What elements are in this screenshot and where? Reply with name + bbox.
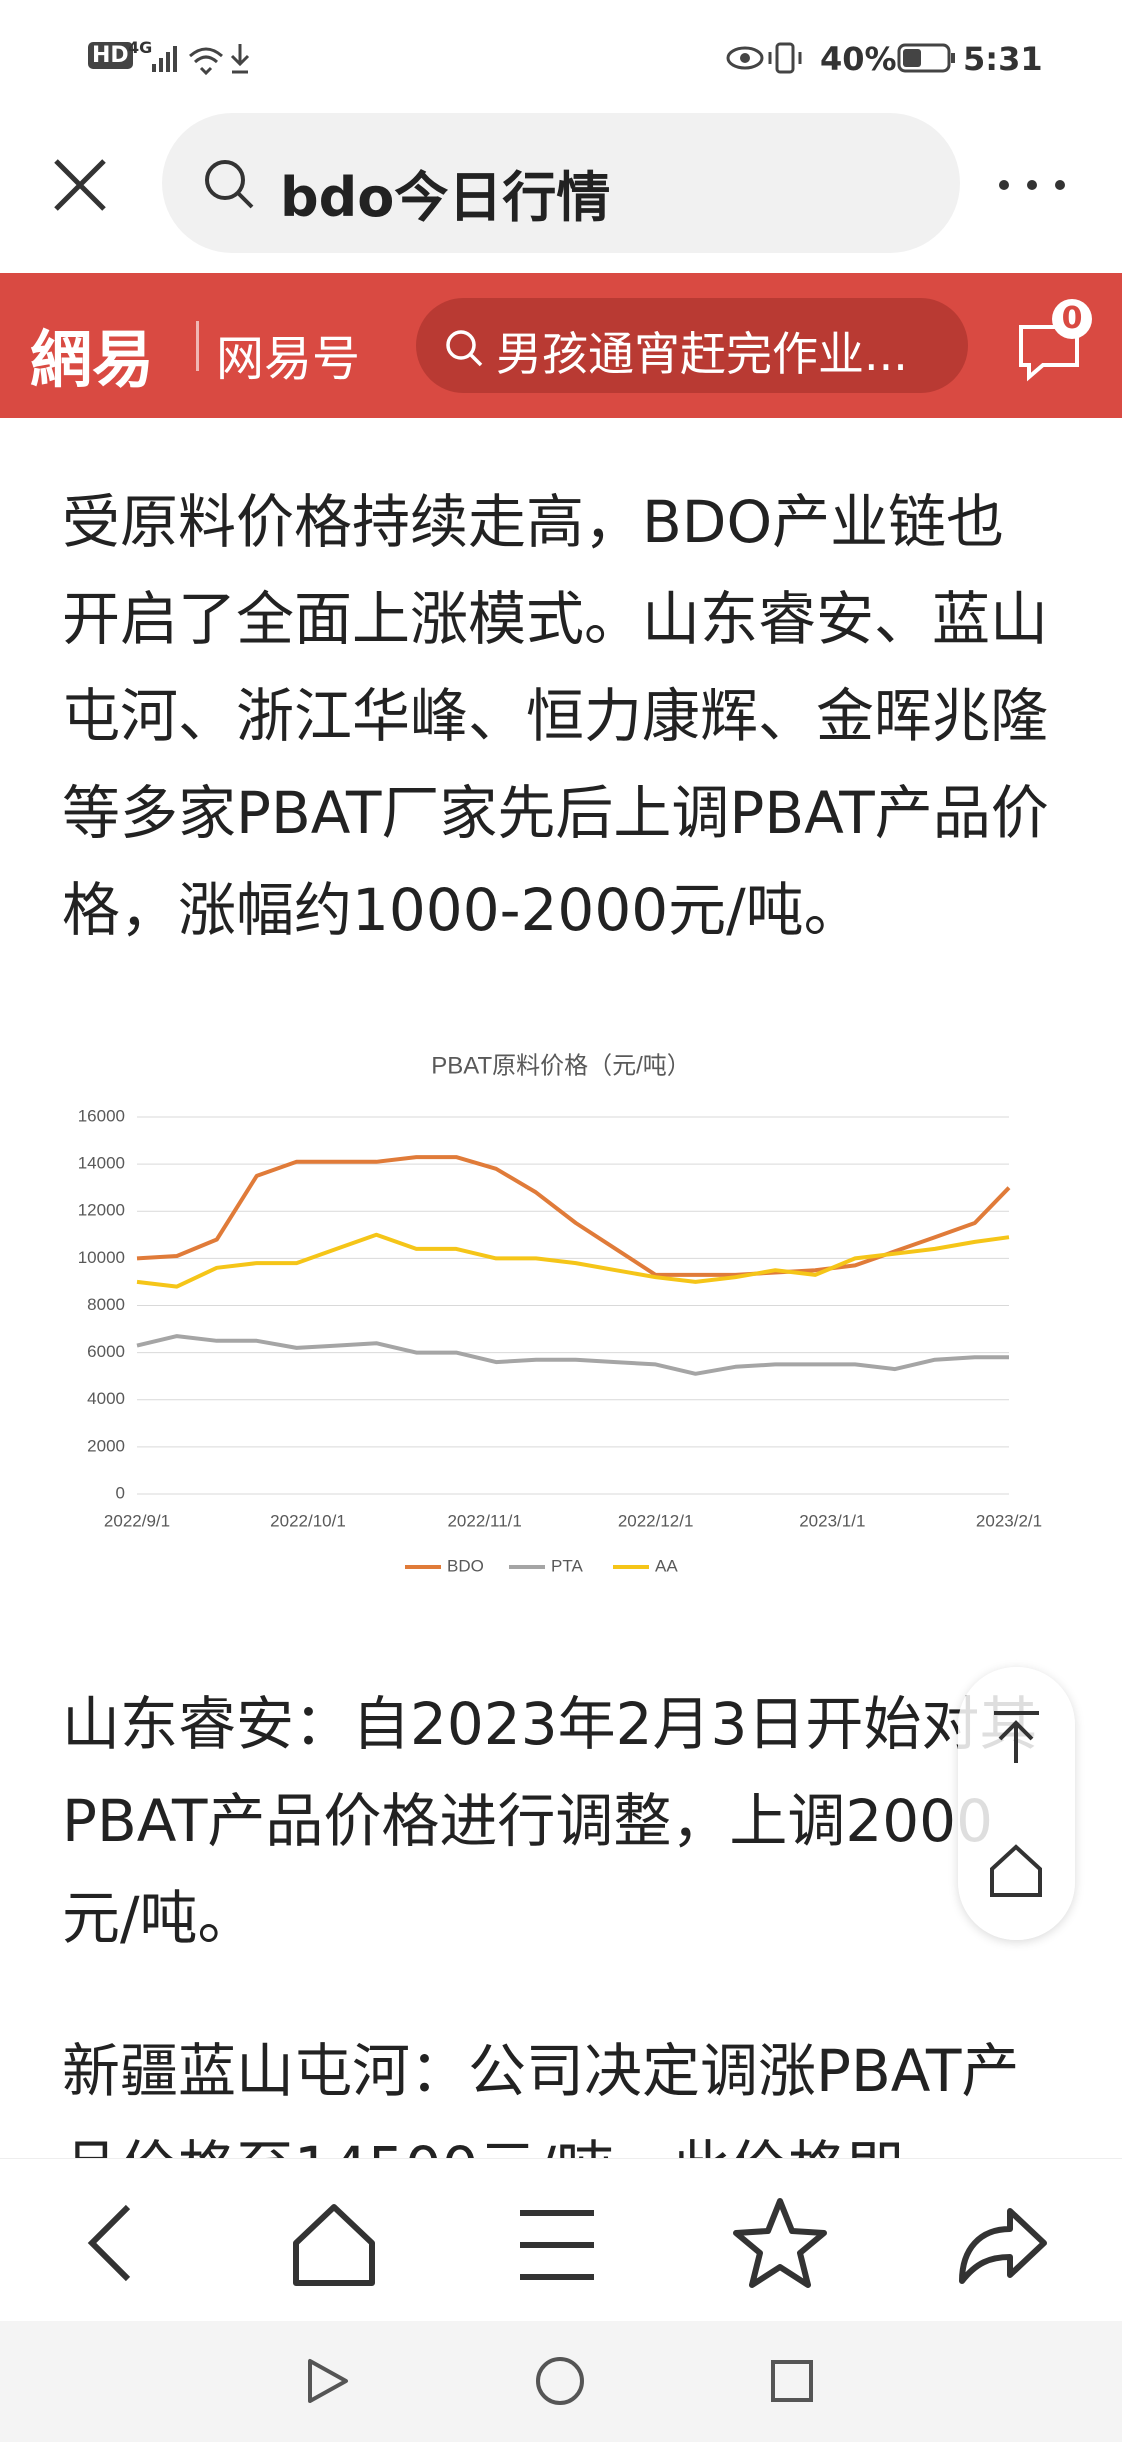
badge: 0	[1052, 299, 1092, 339]
y-tick-label: 16000	[78, 1106, 125, 1125]
y-tick-label: 8000	[87, 1295, 125, 1314]
bottom-nav	[0, 2158, 1122, 2322]
y-tick-label: 2000	[87, 1436, 125, 1455]
legend-label: BDO	[447, 1556, 484, 1575]
time-label: 5:31	[963, 40, 1043, 78]
search-box[interactable]: bdo今日行情	[162, 113, 960, 253]
x-tick-label: 2022/11/1	[447, 1511, 521, 1530]
battery-label: 40%	[820, 40, 897, 78]
float-buttons	[958, 1667, 1075, 1940]
network-label: 4G	[128, 38, 153, 57]
search-hint: 男孩通宵赶完作业...	[496, 327, 908, 381]
chart: PBAT原料价格（元/吨） 0 2000 4000 6000 8000 10000 1200…	[78, 1052, 1042, 1575]
back-to-top[interactable]	[988, 1709, 1045, 1766]
y-tick-label: 6000	[87, 1342, 125, 1361]
channel-label[interactable]: 网易号	[216, 331, 361, 387]
x-tick-label: 2022/10/1	[270, 1511, 346, 1530]
header-bar: 網易 网易号 男孩通宵赶完作业... 0	[0, 273, 1122, 418]
y-tick-label: 0	[116, 1483, 125, 1502]
home-button[interactable]	[988, 1843, 1045, 1900]
search-query: bdo今日行情	[280, 166, 611, 229]
status-icons	[726, 42, 802, 74]
divider	[196, 321, 199, 371]
system-nav	[0, 2321, 1122, 2442]
share-button[interactable]	[959, 2208, 1047, 2284]
back-button[interactable]	[87, 2204, 131, 2282]
header-search[interactable]: 男孩通宵赶完作业...	[416, 298, 968, 393]
x-tick-label: 2023/2/1	[976, 1511, 1042, 1530]
battery-icon	[897, 43, 955, 73]
y-tick-label: 14000	[78, 1154, 125, 1173]
legend-label: AA	[655, 1556, 678, 1575]
favorite-button[interactable]	[733, 2198, 827, 2288]
series-line	[136, 1334, 1009, 1376]
y-tick-label: 10000	[78, 1248, 125, 1267]
paragraph: 山东睿安：自2023年2月3日开始对其PBAT产品价格进行调整，上调2000元/…	[62, 1690, 1038, 1952]
y-tick-label: 4000	[87, 1389, 125, 1408]
hd-label: HD	[88, 42, 133, 69]
signal-icons	[152, 44, 250, 76]
chart-title: PBAT原料价格（元/吨）	[431, 1052, 691, 1079]
y-tick-label: 12000	[78, 1201, 125, 1220]
home-button[interactable]	[293, 2204, 375, 2286]
sys-home[interactable]	[536, 2357, 584, 2405]
x-tick-label: 2023/1/1	[799, 1511, 865, 1530]
menu-button[interactable]	[520, 2210, 594, 2280]
search-icon	[205, 160, 254, 209]
system-icons	[308, 2357, 813, 2405]
sys-recent[interactable]	[771, 2360, 813, 2402]
series-line	[136, 1155, 1011, 1277]
sys-back[interactable]	[308, 2359, 348, 2403]
series-line	[136, 1232, 1010, 1289]
paragraph: 受原料价格持续走高，BDO产业链也开启了全面上涨模式。山东睿安、蓝山屯河、浙江华…	[62, 488, 1049, 944]
status-bar: HD 4G 40% 5:31	[0, 0, 1122, 110]
more-button[interactable]	[994, 170, 1074, 200]
nav-icons	[87, 2198, 1047, 2288]
x-tick-label: 2022/9/1	[104, 1511, 170, 1530]
legend-label: PTA	[551, 1556, 583, 1575]
close-button[interactable]	[50, 155, 110, 215]
logo[interactable]: 網易	[30, 323, 155, 396]
search-row: bdo今日行情	[0, 110, 1122, 273]
search-icon	[446, 330, 483, 367]
x-tick-label: 2022/12/1	[618, 1511, 694, 1530]
